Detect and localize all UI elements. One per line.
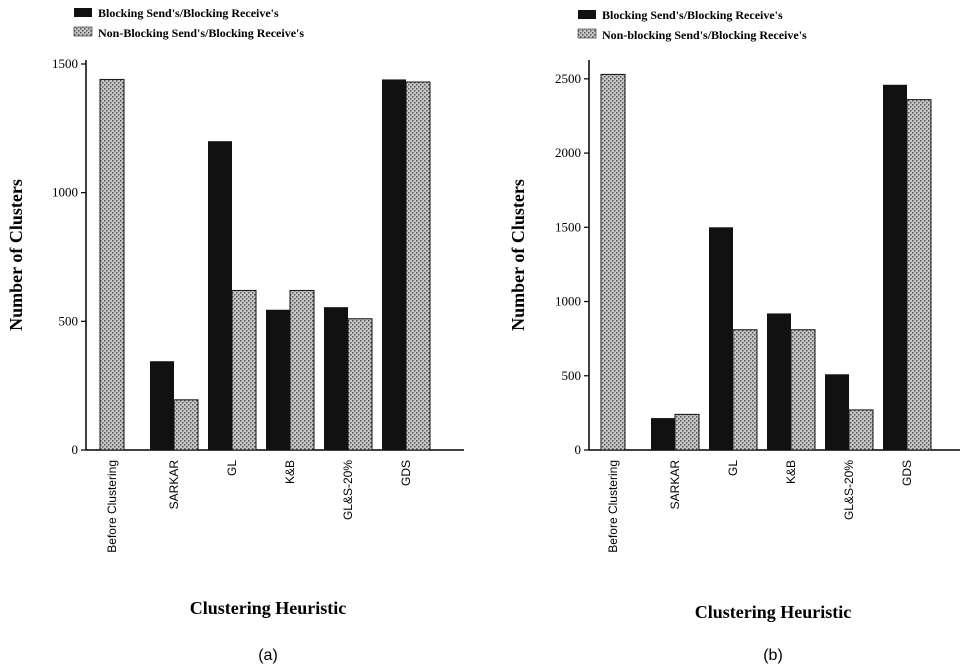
bar-series-1 — [150, 361, 174, 450]
legend-swatch-solid — [578, 10, 596, 19]
x-tick-label: K&B — [784, 460, 798, 484]
x-tick-label: Before Clustering — [606, 460, 620, 553]
bar-series-1 — [382, 79, 406, 450]
bar-series-2 — [231, 289, 257, 451]
legend-label-series-2: Non-blocking Send's/Blocking Receive's — [602, 28, 807, 42]
panel-label: (b) — [763, 647, 783, 664]
bar-series-2 — [906, 99, 932, 451]
y-tick-label: 0 — [72, 442, 79, 457]
bar-series-2 — [405, 81, 431, 451]
x-tick-label: GL&S-20% — [341, 460, 355, 520]
x-tick-label: GL — [225, 460, 239, 476]
legend-a: Blocking Send's/Blocking Receive's Non-B… — [73, 6, 304, 40]
x-axis-label: Clustering Heuristic — [695, 602, 851, 622]
x-tick-label: SARKAR — [668, 460, 682, 510]
bar-series-1 — [709, 227, 733, 450]
bar-series-2 — [732, 329, 758, 451]
bar-series-1 — [324, 307, 348, 450]
bar-series-1 — [767, 313, 791, 450]
y-tick-label: 2500 — [555, 71, 581, 86]
y-tick-label: 2000 — [555, 145, 581, 160]
bar-series-1 — [883, 84, 907, 451]
y-tick-label: 1500 — [52, 56, 78, 71]
panel-label: (a) — [258, 647, 278, 664]
plot-area-a: 0 500 1000 1500 Before Clustering SARKAR GL K&B… — [52, 56, 464, 553]
y-tick-label: 1000 — [555, 294, 581, 309]
legend-swatch-dotted — [73, 26, 93, 37]
x-tick-label: GDS — [399, 460, 413, 486]
bar-series-2 — [173, 399, 199, 451]
y-axis-label: Number of Clusters — [508, 179, 528, 331]
bar-series-2 — [848, 409, 874, 451]
x-tick-label: GL&S-20% — [842, 460, 856, 520]
chart-a: Blocking Send's/Blocking Receive's Non-B… — [6, 6, 464, 664]
bar-series-1 — [208, 141, 232, 450]
legend-swatch-dotted — [577, 28, 597, 39]
bar-series-2 — [600, 73, 626, 451]
y-tick-label: 1500 — [555, 219, 581, 234]
x-tick-label: Before Clustering — [105, 460, 119, 553]
x-tick-label: GDS — [900, 460, 914, 486]
legend-swatch-solid — [74, 8, 92, 17]
bar-series-2 — [289, 289, 315, 451]
y-tick-label: 0 — [575, 442, 582, 457]
bar-series-1 — [651, 418, 675, 450]
x-tick-label: GL — [726, 460, 740, 476]
y-tick-label: 500 — [59, 313, 79, 328]
x-tick-label: SARKAR — [167, 460, 181, 510]
y-tick-label: 1000 — [52, 185, 78, 200]
bar-series-2 — [674, 413, 700, 451]
legend-label-series-1: Blocking Send's/Blocking Receive's — [602, 8, 783, 22]
bar-series-2 — [99, 78, 125, 451]
plot-area-b: 0 500 1000 1500 2000 2500 Before Clustering SAR… — [555, 60, 960, 553]
bar-series-2 — [790, 329, 816, 451]
legend-label-series-1: Blocking Send's/Blocking Receive's — [98, 6, 279, 20]
bar-series-2 — [347, 318, 373, 451]
bar-series-1 — [825, 374, 849, 450]
y-tick-label: 500 — [562, 368, 582, 383]
legend-label-series-2: Non-Blocking Send's/Blocking Receive's — [98, 26, 304, 40]
x-axis-label: Clustering Heuristic — [190, 598, 346, 618]
chart-b: Blocking Send's/Blocking Receive's Non-b… — [508, 8, 960, 664]
y-axis-label: Number of Clusters — [6, 179, 26, 331]
bar-series-1 — [266, 309, 290, 450]
x-tick-label: K&B — [283, 460, 297, 484]
legend-b: Blocking Send's/Blocking Receive's Non-b… — [577, 8, 807, 42]
